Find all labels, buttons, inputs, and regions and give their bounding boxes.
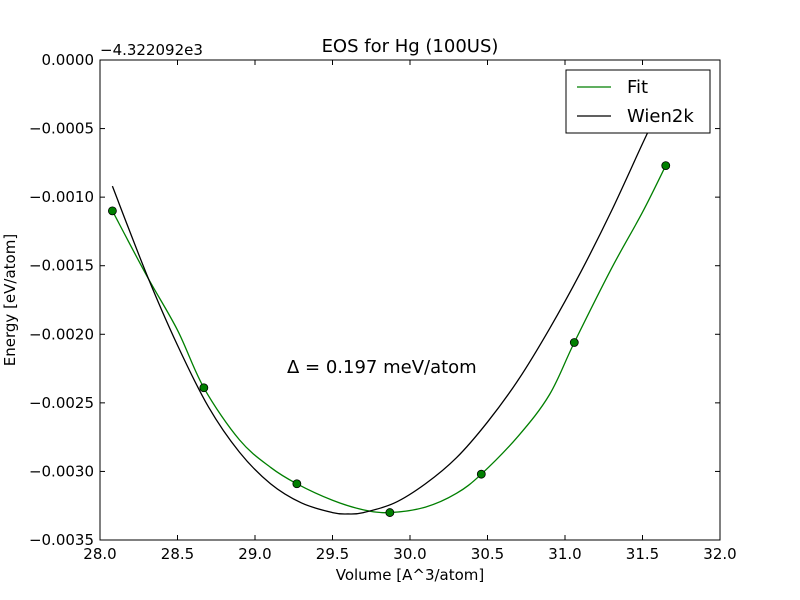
- chart-title: EOS for Hg (100US): [322, 36, 499, 57]
- y-tick-label: −0.0005: [29, 120, 94, 138]
- data-point: [108, 206, 117, 216]
- y-tick-label: −0.0010: [29, 188, 94, 206]
- data-point: [292, 479, 302, 489]
- x-tick-label: 31.0: [548, 545, 581, 563]
- legend: Fit Wien2k: [565, 69, 711, 134]
- series-line-wien2k: [111, 94, 667, 515]
- y-tick-label: 0.0000: [42, 51, 95, 69]
- data-point: [569, 338, 579, 347]
- y-tick-label: −0.0020: [29, 325, 94, 343]
- x-tick-label: 30.0: [393, 545, 426, 563]
- data-point: [199, 383, 209, 393]
- data-point: [385, 508, 395, 517]
- x-tick-label: 28.0: [83, 545, 116, 563]
- x-tick-label: 30.5: [471, 545, 504, 563]
- legend-box: [565, 69, 711, 134]
- y-tick-label: −0.0035: [29, 531, 94, 549]
- y-tick-label: −0.0025: [29, 394, 94, 412]
- legend-label-fit: Fit: [627, 77, 648, 98]
- x-tick-label: 29.0: [238, 545, 271, 563]
- data-point: [661, 161, 671, 171]
- axis-ticks: 28.0 28.5 29.0 29.5 30.0 30.5 31.0 31.5 32.0 0.00…: [29, 51, 737, 563]
- y-tick-label: −0.0015: [29, 257, 94, 275]
- y-tick-label: −0.0030: [29, 462, 94, 480]
- delta-annotation: Δ = 0.197 meV/atom: [287, 357, 477, 378]
- x-axis-label: Volume [A^3/atom]: [336, 566, 485, 584]
- x-tick-label: 31.5: [626, 545, 659, 563]
- x-tick-label: 32.0: [703, 545, 736, 563]
- data-points: [108, 161, 671, 517]
- y-axis-label: Energy [eV/atom]: [1, 234, 19, 366]
- x-tick-label: 28.5: [161, 545, 194, 563]
- legend-label-wien2k: Wien2k: [627, 106, 694, 127]
- data-point: [476, 469, 486, 479]
- y-offset-label: −4.322092e3: [100, 41, 203, 59]
- x-tick-label: 29.5: [316, 545, 349, 563]
- plot-frame: [99, 59, 721, 541]
